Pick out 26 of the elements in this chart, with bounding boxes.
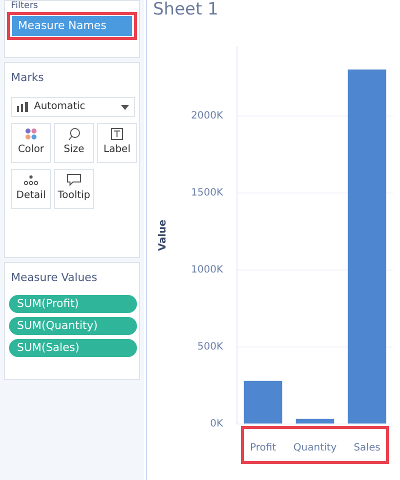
text: Tooltip (56, 190, 92, 201)
y-tick-label: 500K (197, 342, 224, 353)
y-axis-title: Value (158, 219, 169, 251)
y-tick-label: 0K (210, 418, 224, 430)
text: Automatic (34, 100, 86, 114)
chart-title: Sheet 1 (153, 0, 218, 20)
text: Color (16, 144, 46, 155)
bar (296, 418, 334, 424)
y-tick-label: 1000K (190, 264, 224, 276)
x-tick-label: Profit (250, 442, 276, 454)
text: SUM(Sales) (9, 339, 137, 357)
y-tick-label: 1500K (190, 187, 224, 198)
text: Label (102, 144, 132, 155)
text: Size (62, 144, 86, 155)
x-tick-label: Quantity (293, 442, 337, 454)
y-tick-label: 2000K (190, 110, 224, 122)
text: Measure Names (12, 16, 132, 36)
bar (348, 70, 386, 424)
text: SUM(Profit) (9, 295, 137, 313)
text: SUM(Quantity) (9, 317, 137, 335)
text: Measure Values (11, 271, 98, 284)
bar (244, 380, 282, 424)
x-tick-label: Sales (354, 442, 380, 454)
text: Marks (11, 71, 44, 84)
text: Filters (11, 1, 38, 12)
text: Detail (15, 190, 47, 201)
